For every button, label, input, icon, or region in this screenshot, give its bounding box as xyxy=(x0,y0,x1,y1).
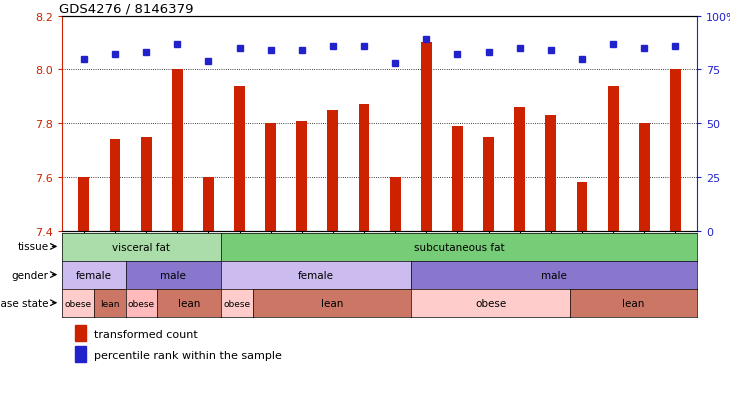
Bar xyxy=(328,111,338,231)
Bar xyxy=(358,105,369,231)
Bar xyxy=(110,140,120,231)
Text: subcutaneous fat: subcutaneous fat xyxy=(414,242,504,252)
Text: lean: lean xyxy=(178,299,200,309)
Bar xyxy=(607,86,618,231)
Bar xyxy=(141,138,152,231)
Bar xyxy=(390,178,401,231)
Bar xyxy=(639,124,650,231)
Bar xyxy=(577,183,588,231)
Bar xyxy=(265,124,276,231)
Bar xyxy=(483,138,494,231)
Bar xyxy=(172,70,182,231)
Bar xyxy=(74,346,86,362)
Text: lean: lean xyxy=(320,299,343,309)
Text: female: female xyxy=(76,271,112,280)
Text: disease state: disease state xyxy=(0,298,48,308)
Bar xyxy=(421,43,431,231)
Bar xyxy=(545,116,556,231)
Bar xyxy=(74,325,86,341)
Text: obese: obese xyxy=(128,299,155,308)
Text: lean: lean xyxy=(623,299,645,309)
Bar xyxy=(452,127,463,231)
Text: tissue: tissue xyxy=(18,242,48,252)
Bar xyxy=(78,178,89,231)
Bar xyxy=(296,121,307,231)
Text: male: male xyxy=(161,271,186,280)
Text: female: female xyxy=(298,271,334,280)
Text: transformed count: transformed count xyxy=(93,329,198,339)
Text: GDS4276 / 8146379: GDS4276 / 8146379 xyxy=(59,2,193,15)
Bar xyxy=(670,70,681,231)
Text: gender: gender xyxy=(12,270,48,280)
Text: visceral fat: visceral fat xyxy=(112,242,170,252)
Text: percentile rank within the sample: percentile rank within the sample xyxy=(93,350,282,360)
Text: obese: obese xyxy=(475,299,507,309)
Text: obese: obese xyxy=(64,299,91,308)
Text: lean: lean xyxy=(100,299,120,308)
Bar xyxy=(234,86,245,231)
Bar xyxy=(203,178,214,231)
Bar xyxy=(514,108,525,231)
Text: male: male xyxy=(542,271,567,280)
Text: obese: obese xyxy=(223,299,250,308)
